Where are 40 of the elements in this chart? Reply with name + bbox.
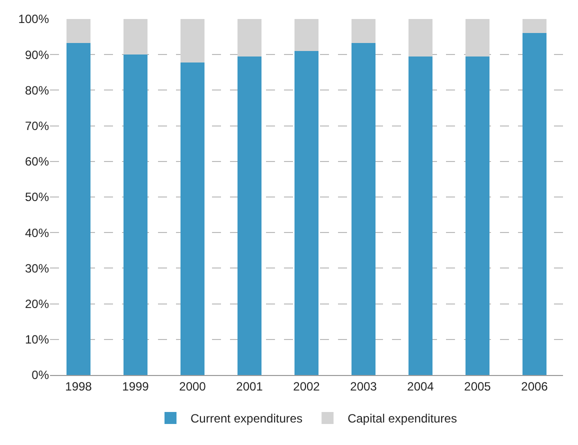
bar [408,19,432,57]
bar [522,19,546,34]
y-tick-label: 30% [24,261,50,276]
bar [408,56,432,375]
bar [294,19,318,52]
y-tick-label: 70% [24,119,50,133]
x-tick-label: 1998 [65,379,92,394]
x-tick-label: 2004 [407,379,434,394]
legend-label: Capital expenditures [348,412,457,426]
bar [124,19,148,55]
bar [66,42,90,375]
bar [466,56,490,375]
bar [180,19,204,62]
y-tick-label: 100% [18,12,50,26]
legend-label: Current expenditures [190,412,303,426]
y-tick-label: 0% [32,368,50,382]
y-tick-label: 40% [24,226,50,240]
bar [352,19,376,43]
y-tick-label: 50% [24,190,50,204]
y-tick-label: 90% [24,48,50,62]
y-tick-label: 20% [24,297,50,311]
bar [124,54,148,375]
bar [66,19,90,43]
x-tick-label: 2006 [521,379,548,394]
x-tick-label: 1999 [122,379,150,394]
bar [466,19,490,57]
x-tick-label: 2000 [179,379,206,394]
y-tick-label: 80% [24,83,50,98]
x-tick-label: 2002 [293,379,320,394]
x-tick-label: 2003 [350,379,378,394]
x-tick-label: 2001 [236,379,264,394]
bar [522,33,546,375]
y-tick-label: 60% [24,154,50,169]
y-tick-label: 10% [24,332,50,347]
bar [352,42,376,375]
bar [238,19,262,57]
bar [180,62,204,375]
bar [294,51,318,375]
x-tick-label: 2005 [464,379,492,394]
bar [238,56,262,375]
